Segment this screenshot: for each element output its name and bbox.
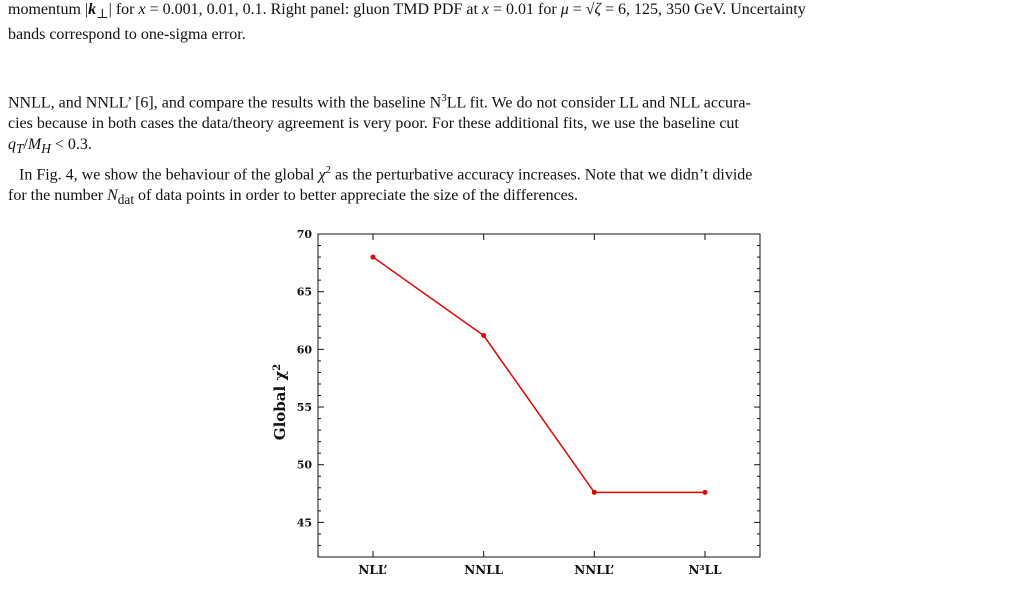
paragraph-2-line-1: In Fig. 4, we show the behaviour of the …	[19, 163, 753, 183]
x-tick-label: NNLL	[464, 563, 503, 577]
body-text: NNLL, and NNLL’ [6], and compare the res…	[8, 88, 1020, 210]
x-tick-labels: NLL’ NNLL NNLL’ N³LL	[358, 563, 722, 577]
y-tick-label: 60	[297, 343, 313, 356]
y-tick-label: 65	[297, 286, 312, 299]
y-axis-title: Global χ2	[271, 364, 289, 441]
chi2-figure: 45 50 55 60 65 70 NLL’ NNLL NNLL’ N³LL Global χ2	[255, 222, 775, 605]
x-tick-label: NNLL’	[574, 563, 614, 577]
figure-caption-continuation: momentum |k⊥| for x = 0.001, 0.01, 0.1. …	[8, 0, 1020, 45]
tick-marks	[318, 233, 760, 558]
paragraph-1-line-2: cies because in both cases the data/theo…	[8, 115, 739, 133]
y-tick-label: 45	[297, 516, 312, 529]
y-tick-labels: 45 50 55 60 65 70	[297, 228, 313, 529]
paragraph-2-line-2: for the number Ndat of data points in or…	[8, 186, 579, 208]
data-point	[481, 333, 487, 339]
data-point	[591, 489, 597, 495]
x-tick-label: N³LL	[688, 563, 722, 577]
caption-line-1: momentum |k⊥| for x = 0.001, 0.01, 0.1. …	[8, 1, 806, 22]
chi2-series-points	[370, 254, 708, 495]
paragraph-1-line-1: NNLL, and NNLL’ [6], and compare the res…	[8, 92, 751, 112]
y-tick-label: 70	[297, 228, 313, 241]
data-point	[702, 489, 708, 495]
x-tick-label: NLL’	[358, 563, 387, 577]
y-tick-label: 50	[297, 459, 313, 472]
caption-line-2: bands correspond to one-sigma error.	[8, 26, 246, 44]
paragraph-1-line-3: qT/MH < 0.3.	[8, 136, 92, 157]
chi2-series-line	[372, 256, 705, 494]
data-point	[370, 254, 376, 260]
plot-frame	[317, 233, 761, 558]
y-tick-label: 55	[297, 401, 312, 414]
chi2-line-chart: 45 50 55 60 65 70 NLL’ NNLL NNLL’ N³LL Global χ2	[271, 228, 761, 577]
